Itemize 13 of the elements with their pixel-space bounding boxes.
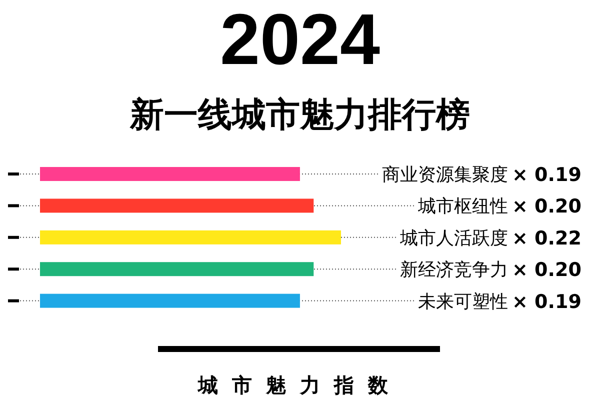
data-label: × 0.19 [512,164,582,186]
chart-subtitle: 新一线城市魅力排行榜 [129,95,470,135]
y-tick-label: 城市人活跃度 [399,228,508,249]
y-tick-label: 城市枢纽性 [417,196,508,218]
chart-title: 2024 [220,0,380,80]
y-tick-label: 未来可塑性 [418,291,508,312]
y-tick-label: 商业资源集聚度 [382,164,508,186]
x-axis-title: 城市魅力指数 [197,373,402,397]
y-tick-label: 新经济竞争力 [400,260,508,281]
data-label: × 0.20 [512,259,582,282]
data-label: × 0.19 [512,290,582,313]
data-label: × 0.22 [512,227,582,250]
data-label: × 0.20 [512,196,582,218]
